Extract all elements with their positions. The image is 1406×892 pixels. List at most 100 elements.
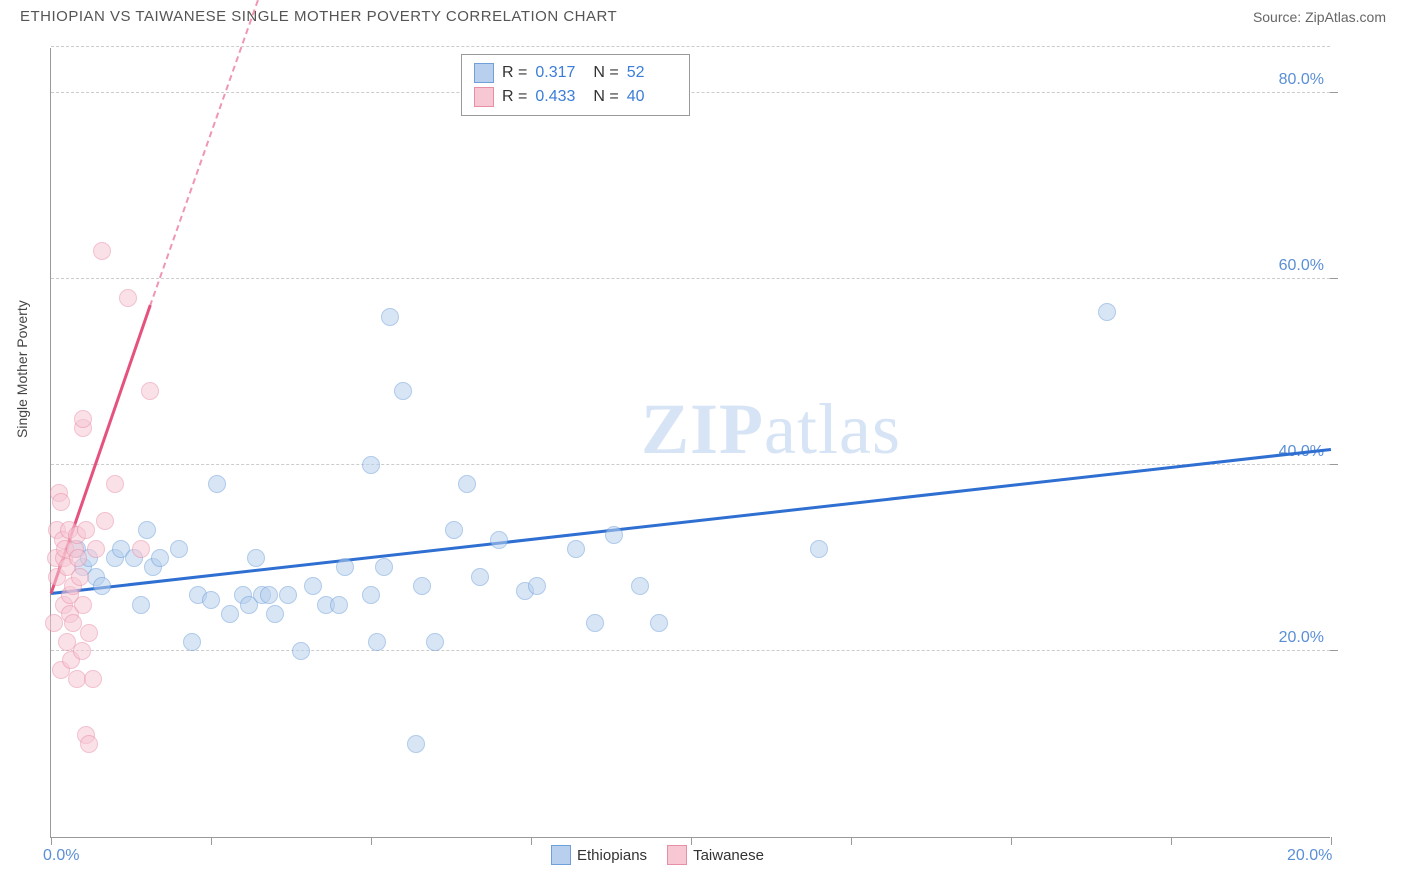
data-point [1098, 303, 1116, 321]
x-tick [1011, 837, 1012, 845]
gridline [51, 464, 1330, 465]
data-point [407, 735, 425, 753]
data-point [586, 614, 604, 632]
chart-header: ETHIOPIAN VS TAIWANESE SINGLE MOTHER POV… [0, 0, 1406, 29]
data-point [170, 540, 188, 558]
data-point [80, 624, 98, 642]
data-point [247, 549, 265, 567]
n-label: N = [593, 88, 618, 106]
data-point [330, 596, 348, 614]
data-point [202, 591, 220, 609]
data-point [413, 577, 431, 595]
x-tick-label: 20.0% [1287, 847, 1332, 865]
data-point [84, 670, 102, 688]
y-tick [1330, 278, 1338, 279]
data-point [151, 549, 169, 567]
gridline [51, 46, 1330, 47]
watermark: ZIPatlas [641, 388, 901, 471]
data-point [362, 456, 380, 474]
y-tick-label: 20.0% [1279, 629, 1324, 647]
n-value: 52 [627, 64, 677, 82]
data-point [138, 521, 156, 539]
data-point [119, 289, 137, 307]
gridline [51, 278, 1330, 279]
data-point [132, 540, 150, 558]
trend-line [51, 448, 1331, 595]
legend-swatch [551, 845, 571, 865]
data-point [368, 633, 386, 651]
data-point [80, 735, 98, 753]
data-point [93, 242, 111, 260]
data-point [69, 549, 87, 567]
x-tick [691, 837, 692, 845]
x-tick-label: 0.0% [43, 847, 79, 865]
data-point [471, 568, 489, 586]
data-point [375, 558, 393, 576]
data-point [279, 586, 297, 604]
data-point [71, 568, 89, 586]
legend-swatch [667, 845, 687, 865]
data-point [77, 521, 95, 539]
data-point [73, 642, 91, 660]
r-value: 0.317 [535, 64, 585, 82]
data-point [394, 382, 412, 400]
data-point [304, 577, 322, 595]
data-point [362, 586, 380, 604]
legend-item: Ethiopians [551, 845, 647, 865]
data-point [810, 540, 828, 558]
data-point [631, 577, 649, 595]
series-swatch [474, 63, 494, 83]
data-point [605, 526, 623, 544]
stats-row: R =0.317N =52 [474, 61, 677, 85]
legend-item: Taiwanese [667, 845, 764, 865]
x-tick [1331, 837, 1332, 845]
source-label: Source: ZipAtlas.com [1253, 9, 1386, 25]
y-axis-title: Single Mother Poverty [14, 300, 30, 438]
x-tick [1171, 837, 1172, 845]
r-label: R = [502, 64, 527, 82]
legend-label: Ethiopians [577, 847, 647, 864]
data-point [458, 475, 476, 493]
data-point [445, 521, 463, 539]
data-point [260, 586, 278, 604]
chart-title: ETHIOPIAN VS TAIWANESE SINGLE MOTHER POV… [20, 8, 617, 25]
x-tick [531, 837, 532, 845]
data-point [96, 512, 114, 530]
legend-label: Taiwanese [693, 847, 764, 864]
data-point [292, 642, 310, 660]
data-point [141, 382, 159, 400]
n-value: 40 [627, 88, 677, 106]
data-point [426, 633, 444, 651]
stats-box: R = 0.317 N = 52 R = 0.433 N = 40 [461, 54, 690, 116]
data-point [74, 596, 92, 614]
legend: Ethiopians Taiwanese [551, 845, 764, 865]
data-point [132, 596, 150, 614]
gridline [51, 650, 1330, 651]
gridline [51, 92, 1330, 93]
data-point [381, 308, 399, 326]
y-tick-label: 60.0% [1279, 257, 1324, 275]
y-tick [1330, 92, 1338, 93]
x-tick [851, 837, 852, 845]
y-tick-label: 80.0% [1279, 71, 1324, 89]
data-point [336, 558, 354, 576]
data-point [221, 605, 239, 623]
y-tick [1330, 464, 1338, 465]
data-point [266, 605, 284, 623]
data-point [650, 614, 668, 632]
data-point [87, 540, 105, 558]
y-tick [1330, 650, 1338, 651]
data-point [208, 475, 226, 493]
r-label: R = [502, 88, 527, 106]
data-point [45, 614, 63, 632]
data-point [567, 540, 585, 558]
data-point [106, 475, 124, 493]
data-point [93, 577, 111, 595]
r-value: 0.433 [535, 88, 585, 106]
series-swatch [474, 87, 494, 107]
data-point [490, 531, 508, 549]
data-point [74, 410, 92, 428]
x-tick [371, 837, 372, 845]
stats-row: R = 0.433 N = 40 [474, 85, 677, 109]
x-tick [51, 837, 52, 845]
